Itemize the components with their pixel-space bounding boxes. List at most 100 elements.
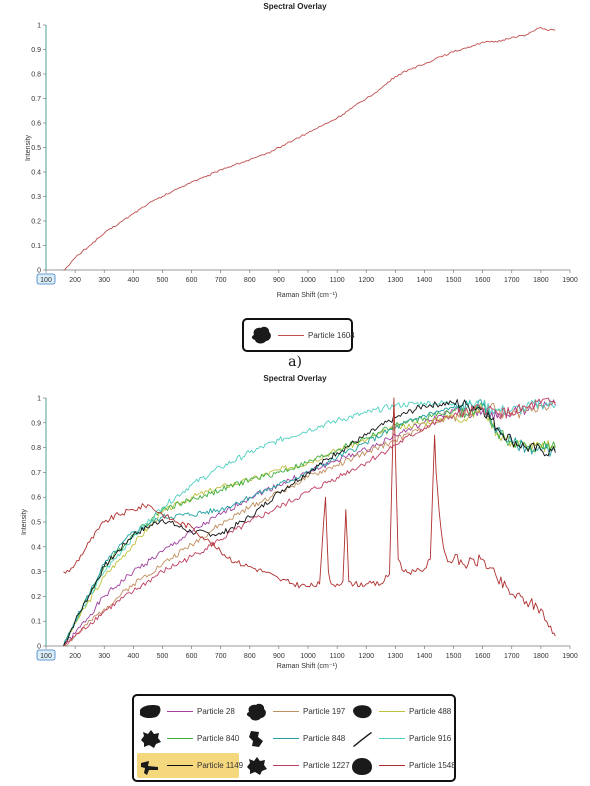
legend-swatch <box>278 334 304 336</box>
x-tick-label: 1300 <box>388 277 404 284</box>
x-tick-label: 400 <box>127 653 139 660</box>
legend-item-particle-197[interactable]: Particle 197 <box>243 699 345 724</box>
x-tick-label: 900 <box>273 277 285 284</box>
x-tick-label: 1600 <box>475 653 491 660</box>
y-tick-label: 0.3 <box>31 194 41 201</box>
x-tick-label: 700 <box>215 277 227 284</box>
legend-swatch <box>167 765 193 766</box>
series-line-particle-1227 <box>63 397 556 647</box>
x-tick-label: 200 <box>69 277 81 284</box>
y-tick-label: 0.4 <box>31 544 41 551</box>
y-tick-label: 0.6 <box>31 495 41 502</box>
x-tick-label: 1000 <box>300 277 316 284</box>
y-tick-label: 0.4 <box>31 170 41 177</box>
y-tick-label: 0.9 <box>31 420 41 427</box>
series-line-particle-197 <box>63 401 556 647</box>
x-tick-label: 1700 <box>504 277 520 284</box>
y-tick-label: 0.3 <box>31 569 41 576</box>
x-tick-label: 1500 <box>446 277 462 284</box>
x-tick-label: 1900 <box>562 653 578 660</box>
y-tick-label: 1 <box>37 23 41 30</box>
chart-b-ylabel: Intensity <box>21 508 28 535</box>
chart-b-xlabel: Raman Shift (cm⁻¹) <box>277 663 337 670</box>
legend-label: Particle 1149 <box>197 761 244 770</box>
legend-label: Particle 848 <box>303 734 346 743</box>
y-tick-label: 0 <box>37 644 41 651</box>
x-min-input[interactable] <box>36 273 56 285</box>
particle-thumbnail <box>353 731 372 747</box>
series-line-particle-1548 <box>63 397 556 637</box>
y-tick-label: 0.5 <box>31 520 41 527</box>
x-tick-label: 1300 <box>388 653 404 660</box>
y-tick-label: 0 <box>37 268 41 275</box>
y-tick-label: 0.9 <box>31 47 41 54</box>
legend-label: Particle 1604 <box>308 330 355 340</box>
series-line-particle-840 <box>63 402 556 647</box>
x-tick-label: 1600 <box>475 277 491 284</box>
x-tick-label[interactable]: 100 <box>40 653 52 660</box>
legend-item-particle-1227[interactable]: Particle 1227 <box>243 753 350 778</box>
chart-b-title: Spectral Overlay <box>263 374 327 383</box>
legend-item-particle-1149[interactable]: Particle 1149 <box>137 753 243 778</box>
x-tick-label: 800 <box>244 277 256 284</box>
particle-thumbnail <box>249 730 263 747</box>
x-tick-label: 1800 <box>533 653 549 660</box>
y-tick-label: 0.8 <box>31 445 41 452</box>
x-tick-label: 700 <box>215 653 227 660</box>
y-tick-label: 0.7 <box>31 470 41 477</box>
legend-swatch <box>167 711 193 712</box>
x-tick-label[interactable]: 100 <box>40 277 52 284</box>
legend-item-particle-488[interactable]: Particle 488 <box>349 699 451 724</box>
legend-item-particle-28[interactable]: Particle 28 <box>137 699 239 724</box>
y-tick-label: 0.1 <box>31 619 41 626</box>
series-line-particle-1604 <box>63 26 556 271</box>
particle-thumbnail <box>141 760 158 775</box>
legend-label: Particle 28 <box>197 707 235 716</box>
y-tick-label: 0.1 <box>31 243 41 250</box>
legend-item-particle-1548[interactable]: Particle 1548 <box>349 753 456 778</box>
particle-thumbnail <box>251 326 271 344</box>
x-tick-label: 300 <box>98 277 110 284</box>
chart-b-legend: Particle 28 Particle 197 Particle 488 Parti… <box>132 694 456 782</box>
x-tick-label: 900 <box>273 653 285 660</box>
legend-label: Particle 1548 <box>409 761 456 770</box>
y-tick-label: 0.2 <box>31 594 41 601</box>
series-line-particle-1149 <box>63 399 556 647</box>
x-tick-label: 500 <box>157 653 169 660</box>
x-tick-label: 1100 <box>330 653 345 660</box>
x-tick-label: 400 <box>127 277 139 284</box>
x-tick-label: 1500 <box>446 653 462 660</box>
x-tick-label: 1000 <box>300 653 316 660</box>
x-min-input[interactable] <box>36 649 56 661</box>
y-tick-label: 0.5 <box>31 145 41 152</box>
particle-thumbnail <box>141 729 161 748</box>
legend-item-particle-916[interactable]: Particle 916 <box>349 726 451 751</box>
y-tick-label: 0.6 <box>31 121 41 128</box>
legend-item-particle-848[interactable]: Particle 848 <box>243 726 345 751</box>
chart-a-caption: a) <box>288 354 302 370</box>
y-tick-label: 0.2 <box>31 219 41 226</box>
legend-item-particle-840[interactable]: Particle 840 <box>137 726 239 751</box>
x-tick-label: 1400 <box>417 277 433 284</box>
spectral-overlay-chart-a: Spectral Overlay Intensity Raman Shift (… <box>25 2 578 299</box>
x-tick-label: 200 <box>69 653 81 660</box>
y-tick-label: 1 <box>37 396 41 403</box>
legend-label: Particle 1227 <box>303 761 350 770</box>
legend-item-particle-1604[interactable]: Particle 1604 <box>248 323 355 347</box>
spectral-overlay-chart-b: Spectral Overlay Intensity Raman Shift (… <box>21 374 578 670</box>
legend-label: Particle 197 <box>303 707 346 716</box>
y-tick-label: 0.7 <box>31 96 41 103</box>
particle-thumbnail <box>247 756 267 775</box>
particle-thumbnail <box>140 704 161 718</box>
chart-a-xlabel: Raman Shift (cm⁻¹) <box>277 292 337 299</box>
legend-swatch <box>273 711 299 712</box>
x-tick-label: 1100 <box>330 277 345 284</box>
series-line-particle-848 <box>63 399 556 647</box>
legend-label: Particle 840 <box>197 734 240 743</box>
x-tick-label: 300 <box>98 653 110 660</box>
chart-a-legend: Particle 1604 <box>242 318 355 352</box>
x-tick-label: 1900 <box>562 277 578 284</box>
x-tick-label: 1400 <box>417 653 433 660</box>
x-tick-label: 1200 <box>358 653 374 660</box>
x-tick-label: 1700 <box>504 653 520 660</box>
